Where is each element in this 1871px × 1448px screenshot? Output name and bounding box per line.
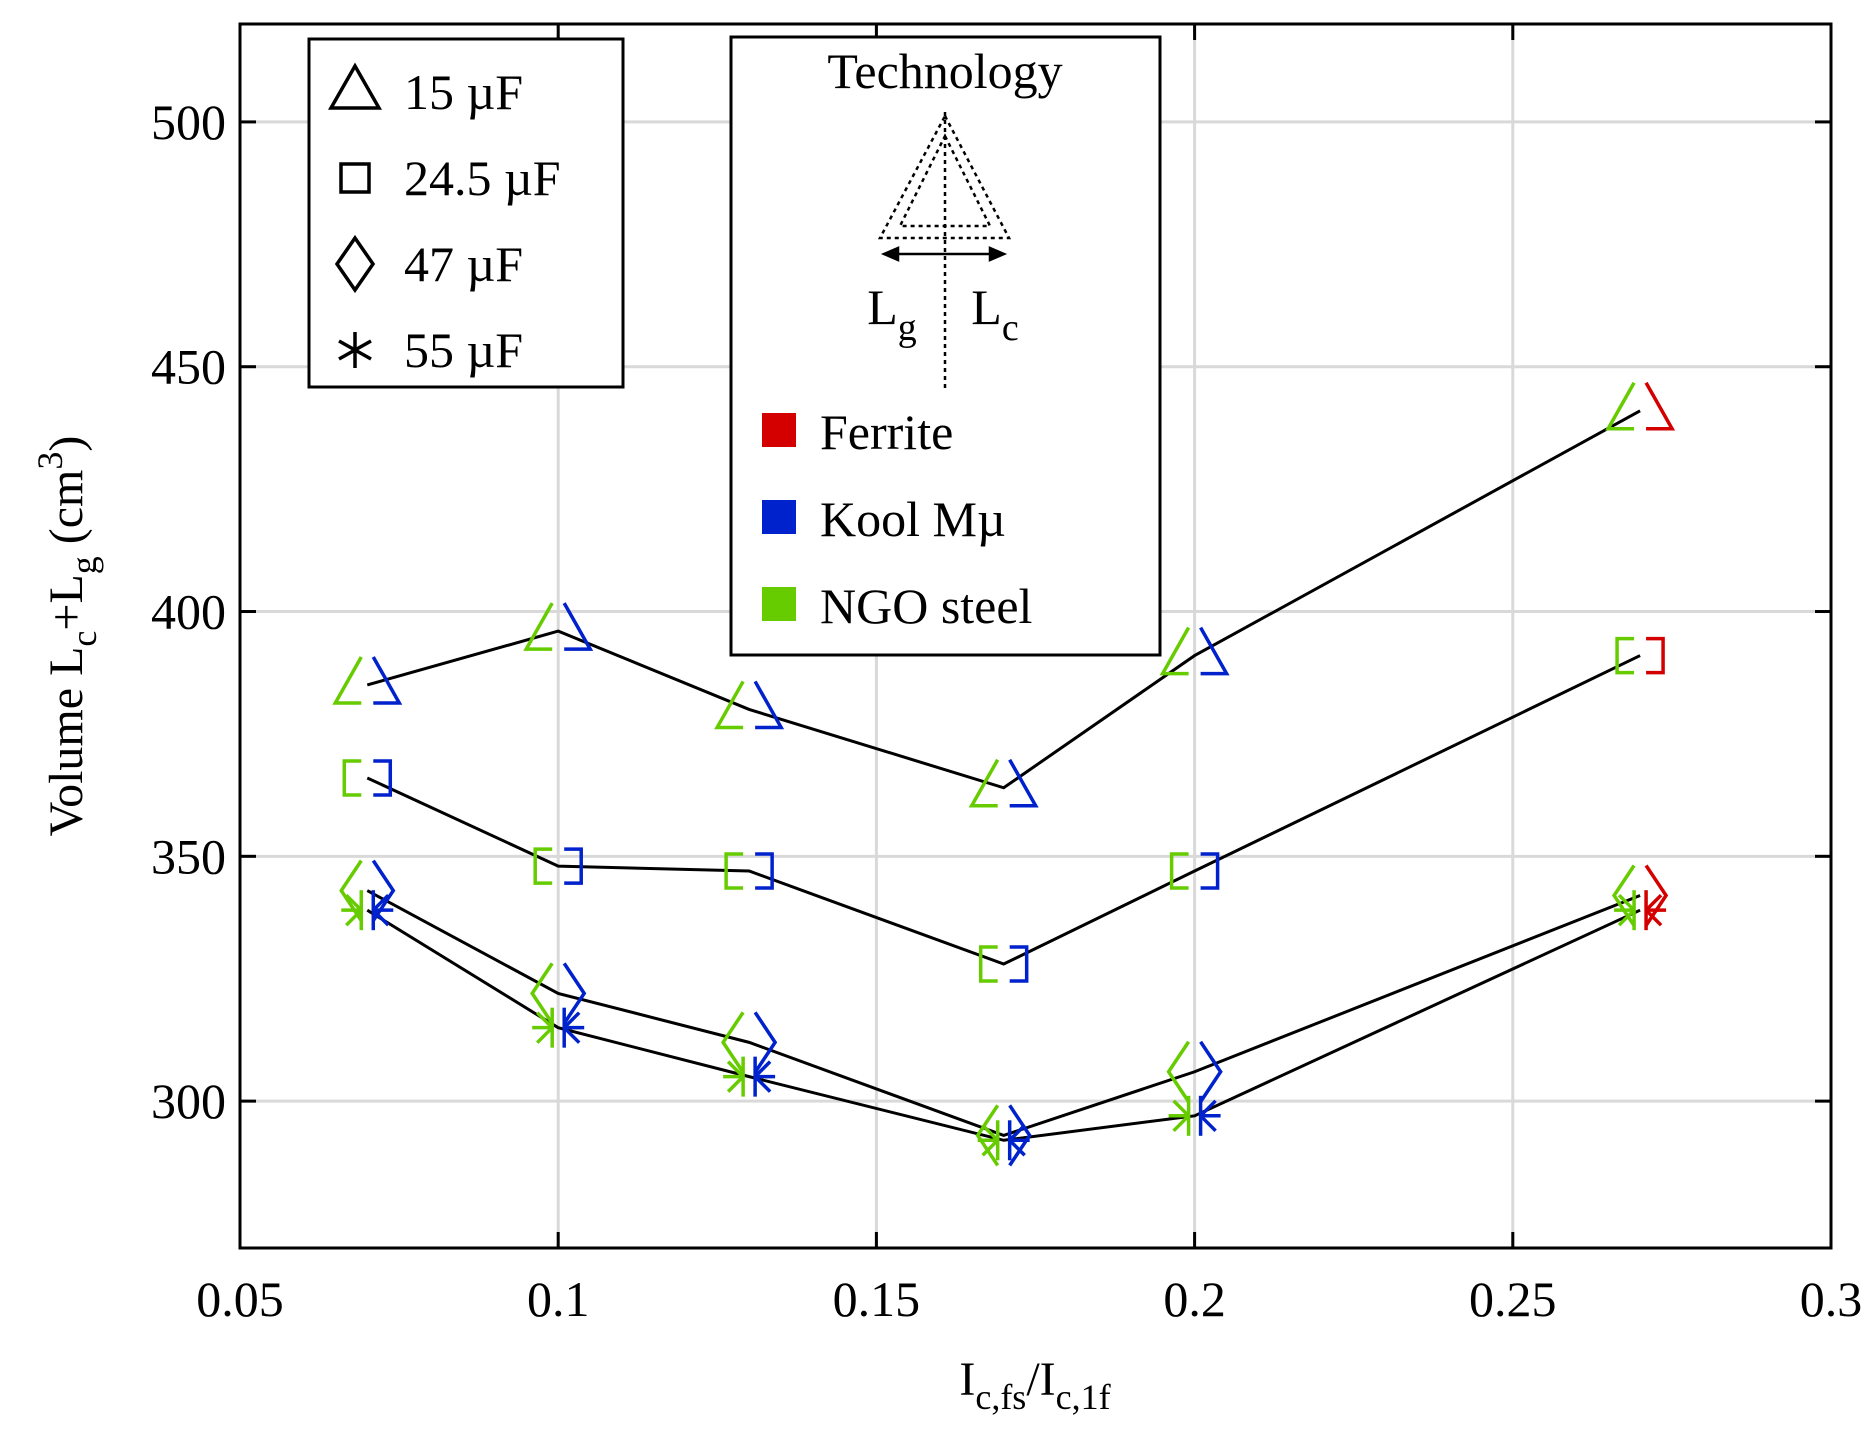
- y-label-plus: +L: [40, 574, 93, 630]
- x-tick-label: 0.05: [196, 1271, 284, 1327]
- data-point-triangle: [523, 602, 594, 651]
- data-point-square: [1615, 636, 1665, 675]
- x-label-sub-2: c,1f: [1056, 1377, 1111, 1417]
- split-marker-diagram: [877, 112, 1012, 388]
- y-tick-label: 300: [151, 1073, 226, 1129]
- x-tick-label: 0.2: [1163, 1271, 1226, 1327]
- x-tick-label: 0.3: [1800, 1271, 1863, 1327]
- split-left-label: Lg: [867, 279, 917, 349]
- y-tick-label: 500: [151, 94, 226, 150]
- x-tick-label: 0.15: [833, 1271, 921, 1327]
- data-point-asterisk: [723, 1056, 776, 1097]
- data-point-diamond: [975, 1104, 1032, 1167]
- technology-legend-title: Technology: [827, 43, 1062, 99]
- series-line: [366, 409, 1641, 790]
- data-point-square: [724, 852, 774, 890]
- data-point-asterisk: [977, 1120, 1030, 1161]
- y-label-unit-open: (cm: [40, 470, 93, 557]
- y-label-unit-close: ): [40, 436, 93, 452]
- axis-ticks: 0.05 0.1 0.15 0.2 0.25 0.3 300 350 400 450 500: [151, 24, 1862, 1327]
- x-tick-label: 0.25: [1469, 1271, 1557, 1327]
- data-point-asterisk: [532, 1007, 585, 1048]
- legend-marker-label: 55 µF: [404, 322, 523, 378]
- marker-legend-box: [307, 37, 625, 389]
- data-point-triangle: [714, 680, 785, 730]
- technology-swatch-ferrite: [762, 413, 796, 447]
- y-tick-label: 350: [151, 828, 226, 884]
- data-point-triangle: [968, 758, 1039, 808]
- legend-marker-asterisk: [338, 332, 372, 368]
- x-label-sub-1: c,fs: [975, 1377, 1026, 1417]
- data-point-diamond: [721, 1011, 778, 1074]
- y-tick-label: 450: [151, 339, 226, 395]
- series-lines: [366, 409, 1641, 1142]
- x-label-slash: /I: [1026, 1353, 1055, 1406]
- y-label-sub-c: c: [64, 631, 104, 647]
- data-point-square: [978, 945, 1029, 983]
- marker-legend: 15 µF 24.5 µF 47 µF 55 µF: [307, 37, 625, 389]
- legend-marker-label: 15 µF: [404, 64, 523, 120]
- technology-swatch-koolmu: [762, 500, 796, 534]
- data-point-triangle: [332, 656, 403, 705]
- technology-legend: Technology Lg Lc Ferrite Kool Mµ NGO steel: [729, 35, 1162, 657]
- series-line: [366, 889, 1641, 1137]
- y-label-sub-g: g: [64, 556, 104, 574]
- legend-marker-triangle: [327, 62, 383, 110]
- data-point-triangle: [1605, 381, 1676, 431]
- data-point-square: [1169, 852, 1220, 890]
- axes-box: [238, 22, 1833, 1250]
- series-line: [366, 654, 1641, 966]
- legend-marker-label: 24.5 µF: [404, 150, 561, 206]
- legend-marker-diamond: [334, 234, 376, 294]
- technology-label-ferrite: Ferrite: [820, 404, 953, 460]
- x-label-main: I: [959, 1353, 975, 1406]
- data-point-diamond: [530, 962, 587, 1025]
- data-point-triangle: [1159, 626, 1230, 676]
- data-point-square: [342, 759, 393, 797]
- technology-swatch-ngo: [762, 587, 796, 621]
- data-point-asterisk: [1614, 890, 1667, 931]
- legend-marker-square: [339, 162, 371, 194]
- y-axis-label: Volume Lc+Lg (cm3): [30, 436, 104, 837]
- data-point-diamond: [1166, 1040, 1223, 1103]
- y-label-main: Volume L: [40, 647, 93, 837]
- technology-label-ngo: NGO steel: [820, 578, 1032, 634]
- split-arrow: [880, 246, 1008, 262]
- data-point-square: [533, 847, 583, 885]
- split-right-label: Lc: [971, 279, 1018, 349]
- data-point-asterisk: [341, 890, 394, 931]
- data-point-asterisk: [1168, 1095, 1221, 1136]
- series-line: [366, 908, 1641, 1142]
- y-tick-label: 400: [151, 584, 226, 640]
- legend-marker-label: 47 µF: [404, 236, 523, 292]
- technology-label-koolmu: Kool Mµ: [820, 491, 1006, 547]
- data-markers: [332, 381, 1676, 1167]
- x-axis-label: Ic,fs/Ic,1f: [959, 1353, 1110, 1417]
- x-tick-label: 0.1: [527, 1271, 590, 1327]
- y-label-sup: 3: [30, 452, 70, 470]
